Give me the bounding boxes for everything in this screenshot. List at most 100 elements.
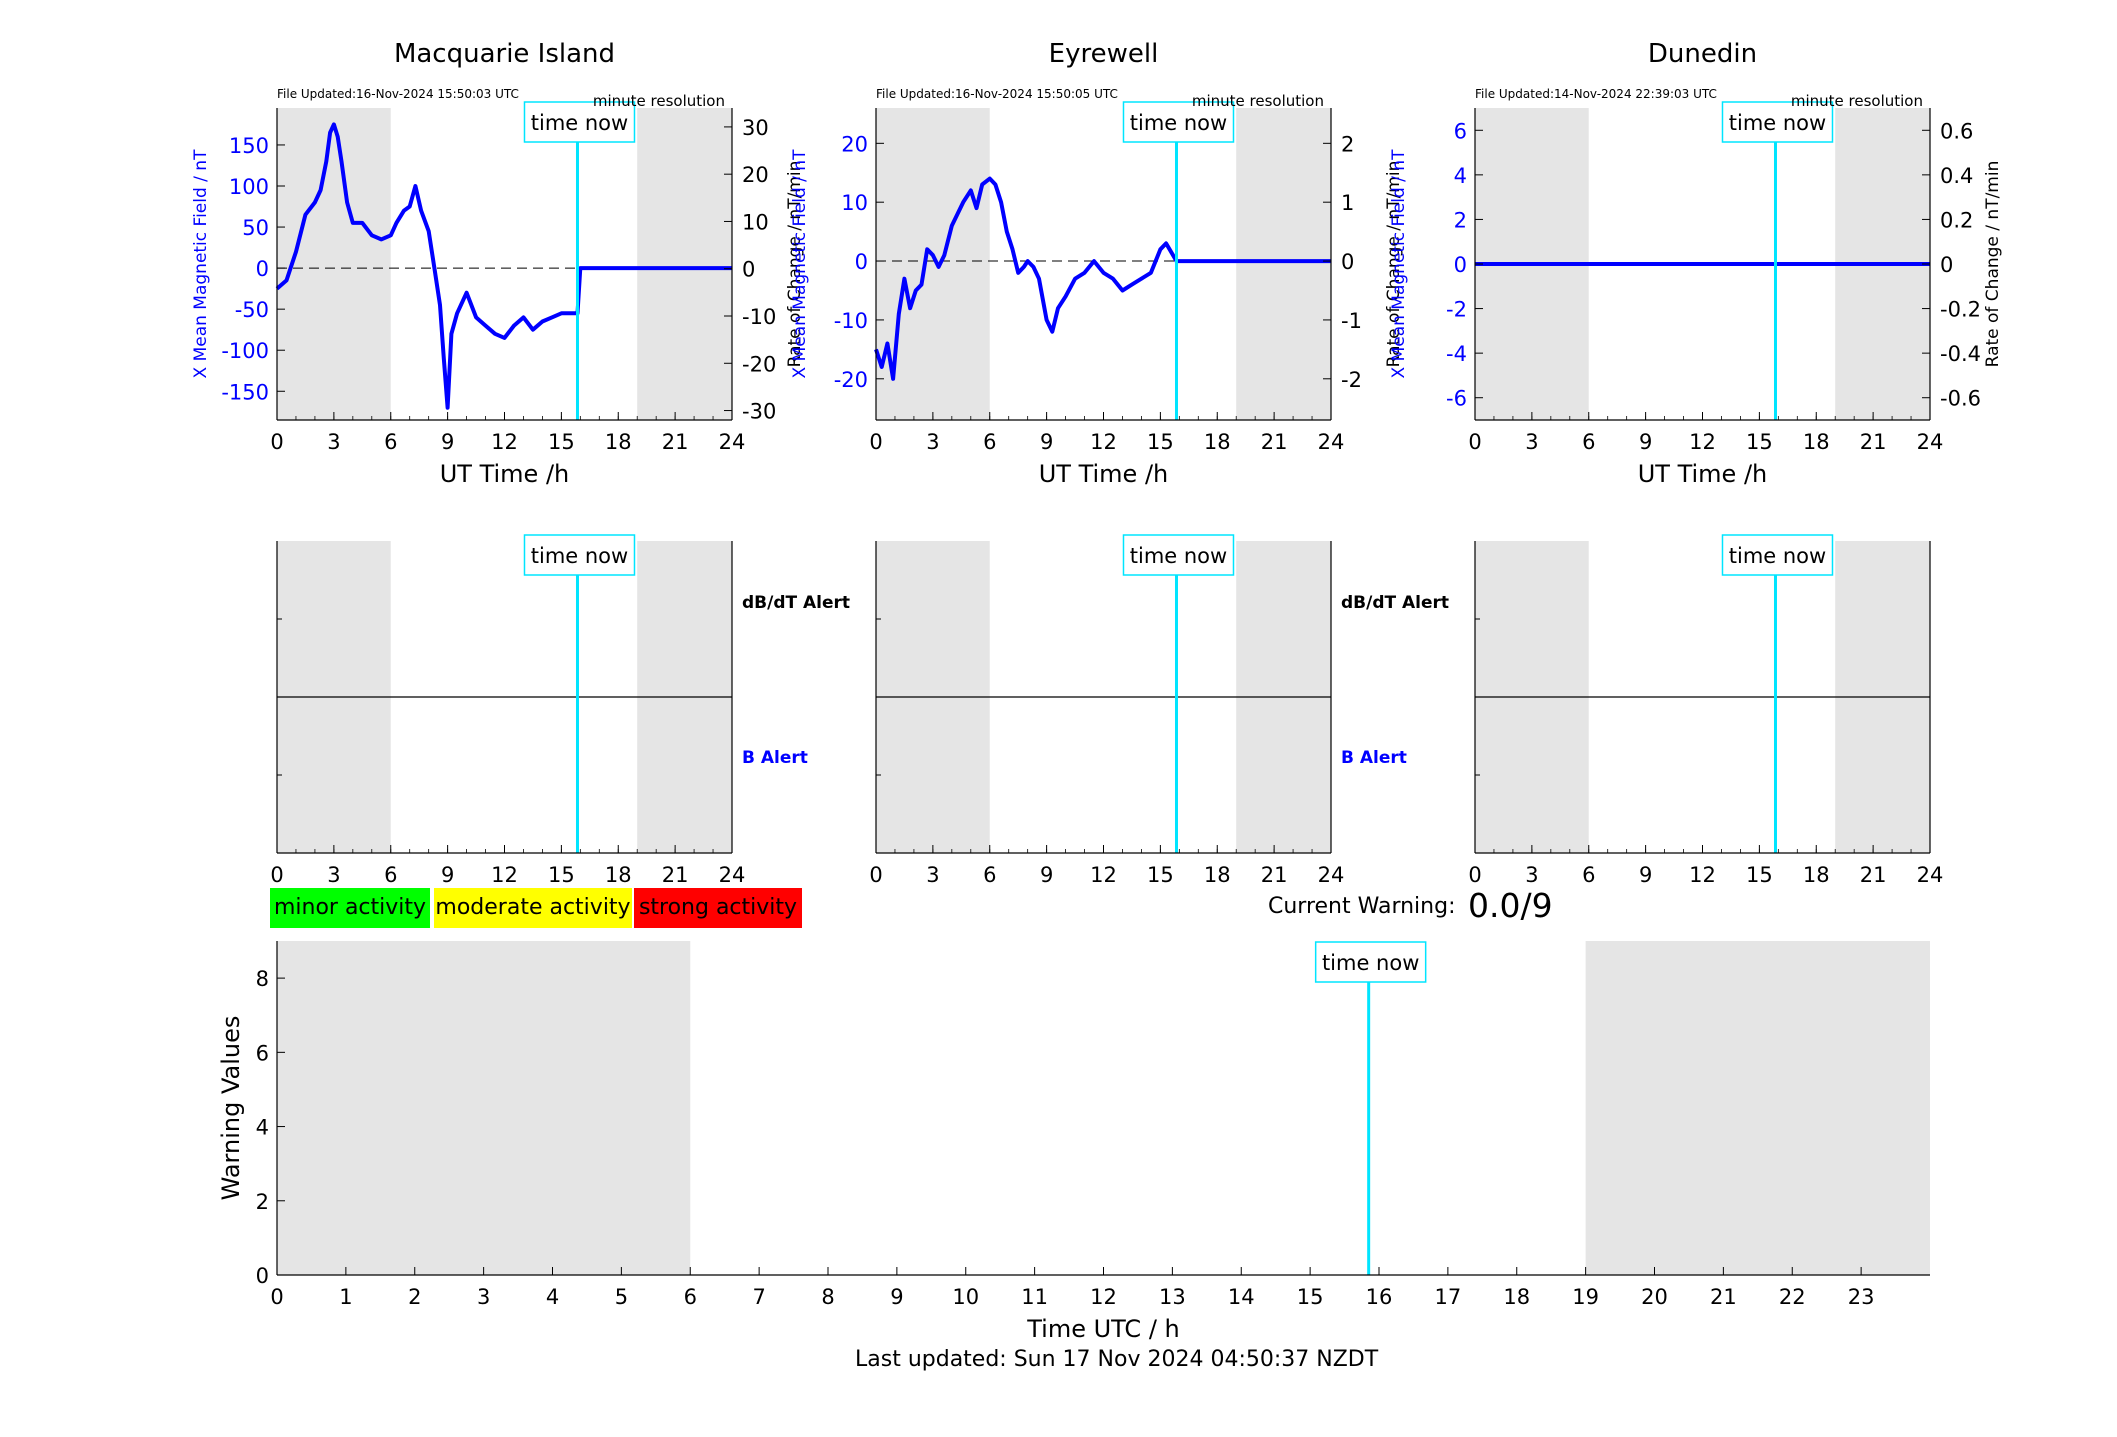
x-tick-label: 3 xyxy=(926,430,939,454)
x-tick-label: 3 xyxy=(1525,430,1538,454)
x-tick-label: 15 xyxy=(548,863,575,887)
y-axis-label: Warning Values xyxy=(217,1016,245,1201)
shaded-region xyxy=(1236,108,1331,420)
y-tick-label: 0 xyxy=(855,250,868,274)
y-tick-label: 0 xyxy=(256,1264,269,1288)
x-tick-label: 13 xyxy=(1159,1285,1186,1309)
x-tick-label: 5 xyxy=(615,1285,628,1309)
resolution-text: minute resolution xyxy=(1192,92,1324,110)
y-tick-label: -100 xyxy=(221,339,269,363)
x-tick-label: 1 xyxy=(339,1285,352,1309)
time-now-label-box xyxy=(523,534,636,576)
y-tick-label: 50 xyxy=(242,216,269,240)
b-alert-label: B Alert xyxy=(742,748,808,768)
time-now-label: time now xyxy=(1130,111,1227,135)
x-axis-label: UT Time /h xyxy=(440,460,570,488)
y-right-tick-label: 10 xyxy=(742,210,769,234)
x-tick-label: 9 xyxy=(1040,430,1053,454)
panel-6 xyxy=(276,941,1930,1276)
x-tick-label: 12 xyxy=(491,430,518,454)
y-tick-label: -10 xyxy=(834,309,868,333)
x-tick-label: 9 xyxy=(890,1285,903,1309)
field-series-line xyxy=(874,176,1331,381)
x-tick-label: 3 xyxy=(477,1285,490,1309)
time-now-label: time now xyxy=(1729,544,1826,568)
x-tick-label: 0 xyxy=(869,430,882,454)
x-tick-label: 9 xyxy=(441,863,454,887)
dbdt-alert-label: dB/dT Alert xyxy=(1341,593,1449,613)
x-tick-label: 18 xyxy=(605,430,632,454)
x-axis-label: UT Time /h xyxy=(1638,460,1768,488)
y-right-axis-label: Rate of Change / nT/min xyxy=(1384,161,1404,368)
x-tick-label: 18 xyxy=(1503,1285,1530,1309)
x-tick-label: 11 xyxy=(1021,1285,1048,1309)
y-tick-label: -50 xyxy=(235,298,269,322)
x-axis-label: Time UTC / h xyxy=(1026,1315,1180,1343)
y-tick-label: 4 xyxy=(1454,164,1467,188)
x-tick-label: 21 xyxy=(1261,863,1288,887)
y-tick-label: 8 xyxy=(256,967,269,991)
x-tick-label: 24 xyxy=(1917,863,1944,887)
y-right-tick-label: -0.4 xyxy=(1940,342,1981,366)
x-tick-label: 3 xyxy=(327,430,340,454)
x-tick-label: 18 xyxy=(1803,863,1830,887)
panel-title: Dunedin xyxy=(1648,39,1757,69)
x-tick-label: 6 xyxy=(684,1285,697,1309)
last-updated: Last updated: Sun 17 Nov 2024 04:50:37 N… xyxy=(855,1347,1379,1372)
x-tick-label: 0 xyxy=(270,1285,283,1309)
panel-0 xyxy=(275,101,733,421)
x-tick-label: 24 xyxy=(719,863,746,887)
y-right-tick-label: 0 xyxy=(1940,253,1953,277)
y-tick-label: -20 xyxy=(834,368,868,392)
x-tick-label: 7 xyxy=(752,1285,765,1309)
x-tick-label: 15 xyxy=(1746,430,1773,454)
file-updated-text: File Updated:16-Nov-2024 15:50:05 UTC xyxy=(876,87,1118,101)
x-tick-label: 21 xyxy=(1860,863,1887,887)
y-axis-label: X Mean Magnetic Field / nT xyxy=(790,149,810,379)
time-now-label: time now xyxy=(1130,544,1227,568)
x-tick-label: 17 xyxy=(1435,1285,1462,1309)
time-now-label-box xyxy=(1122,101,1235,143)
x-tick-label: 12 xyxy=(1090,1285,1117,1309)
x-tick-label: 22 xyxy=(1779,1285,1806,1309)
x-tick-label: 24 xyxy=(1318,430,1345,454)
x-tick-label: 8 xyxy=(821,1285,834,1309)
time-now-label: time now xyxy=(531,111,628,135)
y-tick-label: 4 xyxy=(256,1116,269,1140)
y-right-tick-label: -0.2 xyxy=(1940,298,1981,322)
x-tick-label: 15 xyxy=(1147,430,1174,454)
y-tick-label: 0 xyxy=(256,257,269,281)
x-tick-label: 6 xyxy=(1582,430,1595,454)
y-right-tick-label: 0.2 xyxy=(1940,208,1973,232)
time-now-label-box xyxy=(1721,534,1834,576)
x-tick-label: 0 xyxy=(869,863,882,887)
x-tick-label: 6 xyxy=(983,430,996,454)
panel-1 xyxy=(874,101,1332,421)
y-right-tick-label: 0 xyxy=(1341,250,1354,274)
x-tick-label: 15 xyxy=(1746,863,1773,887)
x-tick-label: 12 xyxy=(1090,863,1117,887)
x-tick-label: 21 xyxy=(662,430,689,454)
y-tick-label: 6 xyxy=(1454,119,1467,143)
y-right-tick-label: -1 xyxy=(1341,309,1362,333)
x-tick-label: 2 xyxy=(408,1285,421,1309)
legend-moderate-activity: moderate activity xyxy=(434,888,632,928)
x-tick-label: 24 xyxy=(1917,430,1944,454)
x-tick-label: 23 xyxy=(1848,1285,1875,1309)
y-right-tick-label: -10 xyxy=(742,305,776,329)
y-axis-label: X Mean Magnetic Field / nT xyxy=(1389,149,1409,379)
y-right-tick-label: -0.6 xyxy=(1940,387,1981,411)
y-right-axis-label: Rate of Change / nT/min xyxy=(1983,161,2003,368)
x-tick-label: 16 xyxy=(1366,1285,1393,1309)
y-right-tick-label: 1 xyxy=(1341,191,1354,215)
x-tick-label: 19 xyxy=(1572,1285,1599,1309)
legend-minor-activity: minor activity xyxy=(270,888,430,928)
x-tick-label: 21 xyxy=(1710,1285,1737,1309)
y-tick-label: 0 xyxy=(1454,253,1467,277)
panel-title: Eyrewell xyxy=(1049,39,1159,69)
x-tick-label: 18 xyxy=(1204,430,1231,454)
time-now-label-box xyxy=(1314,941,1427,983)
shaded-region xyxy=(277,941,691,1275)
y-right-tick-label: 0.4 xyxy=(1940,164,1973,188)
